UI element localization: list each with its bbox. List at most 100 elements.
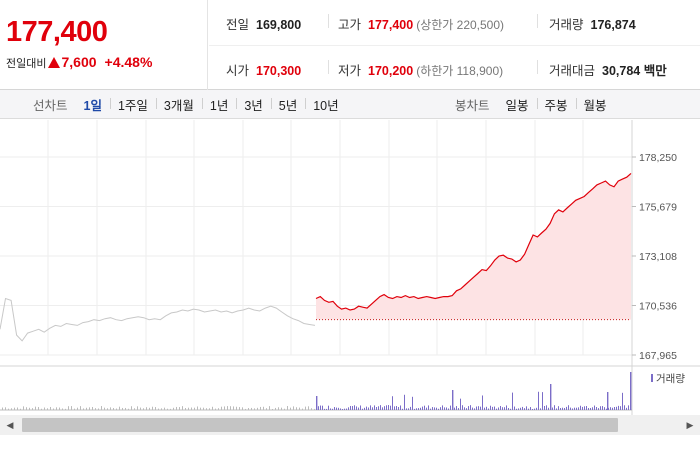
volume-bar [80,406,81,410]
volume-bar [269,406,270,410]
volume-bar [35,406,36,410]
volume-bar [556,408,557,410]
volume-bar [322,405,323,410]
range-1w-button[interactable]: 1주일 [109,95,156,114]
volume-bar [480,406,481,410]
range-1y-button[interactable]: 1년 [201,95,236,114]
volume-bar [628,405,629,410]
volume-bar [620,406,621,410]
volume-bar [206,408,207,410]
volume-bar [518,408,519,410]
volume-bar [278,407,279,410]
scroll-thumb[interactable] [22,418,618,432]
volume-bar [454,407,455,410]
volume-bar [170,408,171,410]
range-10y-button[interactable]: 10년 [305,95,346,114]
volume-bar [382,407,383,410]
volume-bar [146,407,147,410]
volume-bar [185,408,186,410]
volume-bar [89,407,90,410]
volume-bar [370,405,371,410]
chart-scrollbar[interactable]: ◀ ▶ [0,415,700,435]
candle-weekly-button[interactable]: 주봉 [536,95,576,114]
today-price-line [315,172,632,311]
volume-bar [110,407,111,410]
volume-bar [622,392,623,410]
volume-bar [113,408,114,410]
volume-bar [376,407,377,410]
volume-bar [41,408,42,410]
volume-bar [406,408,407,410]
volume-bar [476,406,477,410]
volume-bar [424,405,425,410]
volume-bar [188,407,189,410]
volume-bar [438,408,439,410]
range-3y-button[interactable]: 3년 [236,95,270,114]
volume-bar [450,405,451,410]
range-5y-button[interactable]: 5년 [270,95,305,114]
volume-bar [522,406,523,410]
volume-bar [544,405,545,410]
volume-bar [239,407,240,410]
candle-daily-button[interactable]: 일봉 [505,99,529,113]
price-chart: 178,250 175,679 173,108 170,536 167,965 거래량 [0,120,700,415]
volume-bar [326,408,327,410]
volume-bar [20,408,21,410]
volume-bar [428,405,429,410]
volume-bar [221,406,222,410]
volume-bar [53,408,54,410]
divider [537,14,538,28]
volume-bar [552,407,553,410]
volume-bar [266,408,267,410]
volume-bar [2,407,3,410]
volume-bar [311,408,312,410]
volume-bar [324,408,325,410]
volume-bar [281,407,282,410]
volume-bar [430,408,431,410]
volume-bar [398,406,399,410]
volume-bar [602,406,603,410]
change-label: 전일대비 [6,58,47,70]
stat-value: 170,200 [368,64,414,78]
volume-bar [233,406,234,410]
volume-bar [378,406,379,410]
volume-bar [346,408,347,410]
range-3m-button[interactable]: 3개월 [155,95,202,114]
volume-bar [224,406,225,410]
volume-bar [14,407,15,410]
volume-bar [334,407,335,410]
volume-bar [104,407,105,410]
volume-bar [500,405,501,410]
volume-bar [236,406,237,410]
volume-bar [607,392,609,410]
volume-bar [362,408,363,410]
change-line: 전일대비 7,600 +4.48% [6,54,152,71]
volume-bar [492,406,493,410]
volume-bar [342,408,343,410]
y-tick-label: 170,536 [639,301,677,313]
volume-bar [203,407,204,410]
volume-bar [572,408,573,410]
y-axis: 178,250 175,679 173,108 170,536 167,965 [632,152,677,362]
volume-bar [538,391,539,410]
range-1d-button[interactable]: 1일 [83,99,102,113]
volume-bar [486,406,487,410]
stat-low: 저가 170,200 (하한가 118,900) [338,60,503,79]
up-triangle-icon [48,57,61,68]
scroll-right-icon[interactable]: ▶ [686,420,694,430]
volume-bar [392,396,393,410]
volume-bar [254,408,255,410]
stat-value: 169,800 [256,18,302,32]
scroll-left-icon[interactable]: ◀ [6,420,14,430]
candle-monthly-button[interactable]: 월봉 [575,95,615,114]
volume-bar [200,407,201,410]
volume-bar [564,407,565,410]
volume-bar [364,407,365,410]
volume-bar [626,407,627,410]
volume-bar [494,406,495,410]
volume-bar [510,408,511,410]
stat-value: 30,784 백만 [602,64,667,78]
y-tick-label: 173,108 [639,251,677,263]
volume-bar [604,407,605,410]
volume-bar [412,396,413,410]
